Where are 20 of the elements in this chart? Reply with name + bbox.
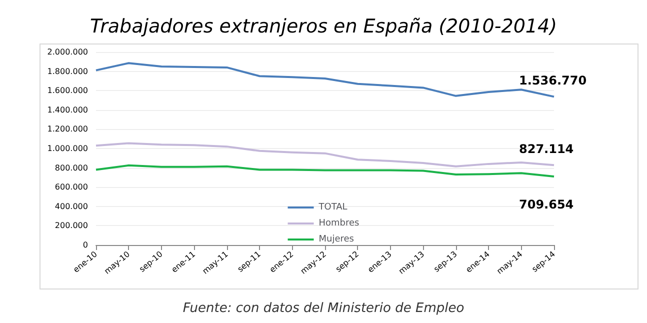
- y-tick-label: 0: [82, 240, 88, 250]
- y-tick-label: 400.000: [54, 202, 88, 211]
- legend-label: Hombres: [318, 218, 360, 228]
- y-tick-label: 2.000.000: [47, 48, 88, 56]
- y-tick-label: 800.000: [54, 163, 88, 172]
- y-tick-label: 1.400.000: [47, 105, 88, 114]
- y-tick-label: 600.000: [54, 182, 88, 192]
- data-label: 1.536.770: [519, 74, 587, 88]
- legend-label: Mujeres: [318, 234, 354, 244]
- y-tick-label: 1.800.000: [47, 66, 88, 76]
- y-tick-label: 1.600.000: [47, 86, 88, 96]
- line-series: [95, 164, 555, 178]
- y-tick-label: 200.000: [54, 221, 88, 230]
- source-note: Fuente: con datos del Ministerio de Empleo: [182, 301, 464, 316]
- y-tick-label: 1.200.000: [47, 124, 88, 134]
- legend-label: TOTAL: [318, 202, 348, 212]
- data-label: 827.114: [519, 142, 574, 156]
- data-label: 709.654: [519, 198, 574, 212]
- chart-title: Trabajadores extranjeros en España (2010-2014): [90, 16, 558, 38]
- y-tick-label: 1.000.000: [47, 144, 88, 153]
